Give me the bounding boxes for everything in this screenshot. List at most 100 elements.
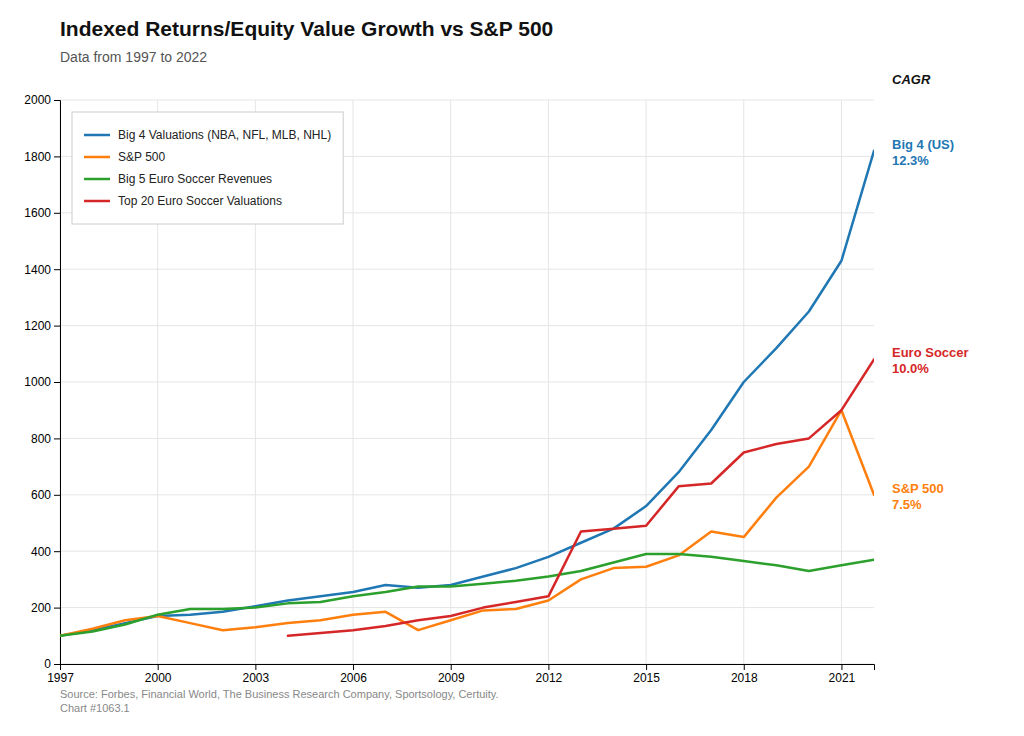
subtitle: Data from 1997 to 2022: [60, 49, 207, 65]
tick-label: 2000: [24, 93, 51, 107]
tick-mark: [54, 100, 60, 101]
tick: 1800: [24, 150, 60, 164]
tick-mark: [255, 664, 256, 670]
grid-line-x: [841, 100, 842, 664]
legend-item: S&P 500: [84, 150, 165, 164]
tick-mark: [353, 664, 354, 670]
tick: 2000: [145, 664, 172, 685]
x-axis: 1997 2000 2003 2006 2009 2012 2015 2018 2021: [47, 664, 874, 685]
grid-line-y: [60, 607, 874, 608]
tick: 600: [31, 488, 60, 502]
tick-mark: [54, 664, 60, 665]
tick-mark: [54, 495, 60, 496]
tick-mark: [451, 664, 452, 670]
tick-label: 2009: [438, 671, 465, 685]
tick: 2009: [438, 664, 465, 685]
y-axis-line: [54, 101, 61, 665]
annotation: 12.3%: [892, 153, 929, 168]
tick-label: 2003: [243, 671, 270, 685]
tick: 800: [31, 432, 60, 446]
tick-label: 0: [44, 657, 51, 671]
tick-mark: [158, 664, 159, 670]
annotation: Euro Soccer: [892, 345, 969, 360]
tick-label: 1600: [24, 206, 51, 220]
tick-mark: [54, 269, 60, 270]
legend-swatch: [84, 156, 110, 159]
tick-mark: [646, 664, 647, 670]
annotation: CAGR: [892, 72, 931, 87]
grid-line-y: [60, 382, 874, 383]
source: Chart #1063.1: [60, 702, 130, 714]
tick: 2006: [340, 664, 367, 685]
tick: 1000: [24, 375, 60, 389]
tick-label: 800: [31, 432, 51, 446]
grid-line-x: [548, 100, 549, 664]
legend-swatch: [84, 200, 110, 203]
tick-label: 2000: [145, 671, 172, 685]
annotation: 7.5%: [892, 497, 922, 512]
tick-label: 1400: [24, 263, 51, 277]
tick: 1200: [24, 319, 60, 333]
grid-line-x: [353, 100, 354, 664]
grid-line-x: [646, 100, 647, 664]
grid-line-y: [60, 494, 874, 495]
annotation: 10.0%: [892, 361, 929, 376]
grid-line-y: [60, 438, 874, 439]
legend-swatch: [84, 134, 110, 137]
grid: [60, 100, 874, 664]
tick: 400: [31, 545, 60, 559]
tick: 200: [31, 601, 60, 615]
tick-mark: [841, 664, 842, 670]
legend-swatch: [84, 178, 110, 181]
tick-label: 1800: [24, 150, 51, 164]
tick-label: 1000: [24, 375, 51, 389]
grid-line-y: [60, 325, 874, 326]
tick-label: 2012: [536, 671, 563, 685]
x-axis-line: [61, 665, 875, 671]
legend-item: Big 5 Euro Soccer Revenues: [84, 172, 272, 186]
grid-line-y: [60, 551, 874, 552]
tick-label: 2015: [633, 671, 660, 685]
tick-mark: [54, 608, 60, 609]
series-line: [60, 410, 874, 636]
annotation: Big 4 (US): [892, 137, 954, 152]
grid-line-x: [450, 100, 451, 664]
tick: 2015: [633, 664, 660, 685]
legend: Big 4 Valuations (NBA, NFL, MLB, NHL) S&P…: [72, 112, 343, 224]
tick: 2000: [24, 93, 60, 107]
legend-label: Big 4 Valuations (NBA, NFL, MLB, NHL): [118, 128, 331, 142]
tick-mark: [54, 156, 60, 157]
tick-label: 1997: [47, 671, 74, 685]
grid-line-y: [60, 269, 874, 270]
legend-item: Big 4 Valuations (NBA, NFL, MLB, NHL): [84, 128, 331, 142]
tick: 2018: [731, 664, 758, 685]
tick-label: 2018: [731, 671, 758, 685]
legend-label: Big 5 Euro Soccer Revenues: [118, 172, 272, 186]
tick: 1997: [47, 664, 74, 685]
tick-mark: [54, 326, 60, 327]
tick-label: 2006: [340, 671, 367, 685]
tick-mark: [744, 664, 745, 670]
tick-mark: [54, 382, 60, 383]
tick-label: 2021: [829, 671, 856, 685]
tick: 1400: [24, 263, 60, 277]
tick-mark: [54, 438, 60, 439]
legend-label: S&P 500: [118, 150, 165, 164]
tick: 1600: [24, 206, 60, 220]
source: Source: Forbes, Financial World, The Bus…: [60, 688, 499, 700]
tick-mark: [548, 664, 549, 670]
series-line: [288, 359, 874, 635]
tick: 2021: [829, 664, 856, 685]
y-axis: 0 200 400 600 800 1000 1200 1400 1600 1800 2000: [24, 93, 60, 671]
grid-line-y: [60, 100, 874, 101]
tick-mark: [54, 213, 60, 214]
series-line: [60, 554, 874, 636]
legend-item: Top 20 Euro Soccer Valuations: [84, 194, 282, 208]
tick-label: 600: [31, 488, 51, 502]
chart: 1997 2000 2003 2006 2009 2012 2015 2018 2021 0 200…: [0, 0, 1024, 736]
annotation: S&P 500: [892, 481, 944, 496]
tick: 2012: [536, 664, 563, 685]
legend-frame: [72, 112, 343, 224]
tick-label: 200: [31, 601, 51, 615]
legend-label: Top 20 Euro Soccer Valuations: [118, 194, 282, 208]
